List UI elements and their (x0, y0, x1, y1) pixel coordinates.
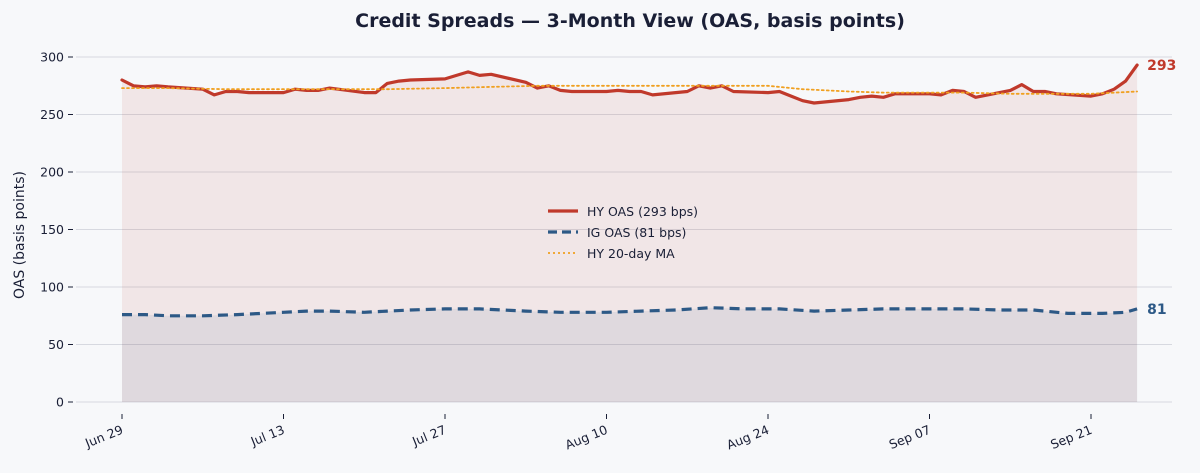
series-line-2 (121, 84, 1138, 95)
x-tick-label: Jun 29 (82, 422, 125, 451)
y-tick-label: 200 (40, 165, 64, 180)
legend-label-0: HY OAS (293 bps) (587, 204, 698, 219)
x-tick-label: Jul 13 (248, 422, 287, 449)
legend-label-2: HY 20-day MA (587, 246, 675, 261)
legend: HY OAS (293 bps) IG OAS (81 bps) HY 20-day… (548, 204, 698, 261)
series-area-0 (122, 65, 1138, 402)
y-tick-label: 250 (40, 107, 64, 122)
end-label-layer: 293 81 (1147, 58, 1176, 318)
x-tick-label: Sep 21 (1048, 422, 1094, 452)
x-tick-label: Aug 24 (724, 422, 771, 453)
y-tick-label: 300 (40, 50, 64, 65)
fill-layer (122, 65, 1138, 402)
x-tick-label: Aug 10 (563, 422, 610, 453)
legend-label-1: IG OAS (81 bps) (587, 225, 686, 240)
grid-layer (76, 56, 1172, 403)
series-end-label: 81 (1147, 302, 1166, 318)
series-end-label: 293 (1147, 58, 1176, 74)
series-area-1 (122, 307, 1138, 402)
x-tick-label: Jul 27 (409, 422, 448, 449)
y-tick-label: 0 (56, 395, 64, 410)
y-axis-label: OAS (basis points) (12, 171, 28, 299)
chart-title: Credit Spreads — 3-Month View (OAS, basi… (355, 10, 905, 32)
series-line-1 (122, 306, 1138, 318)
y-tick-label: 100 (40, 280, 64, 295)
y-tick-label: 50 (48, 337, 64, 352)
line-layer (120, 63, 1139, 318)
x-tick-label: Sep 07 (887, 422, 933, 452)
y-tick-label: 150 (40, 222, 64, 237)
